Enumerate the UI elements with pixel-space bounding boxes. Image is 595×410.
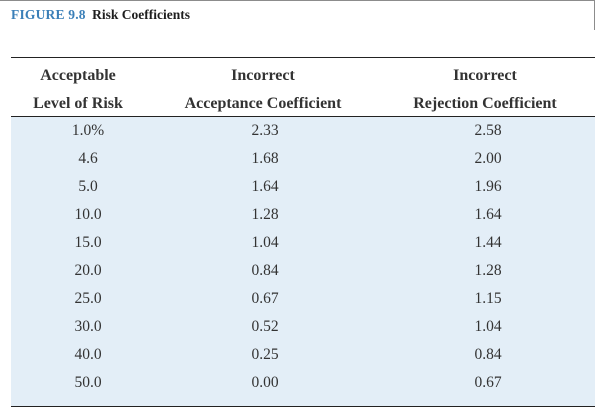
risk-level-cell: 10.0 — [74, 206, 102, 223]
rejection-coefficient-cell: 1.28 — [474, 262, 502, 279]
column-header-line: Acceptance Coefficient — [184, 95, 342, 112]
acceptance-coefficient-cell: 0.25 — [251, 346, 279, 363]
column-header-line: Incorrect — [453, 67, 517, 84]
risk-level-cell: 15.0 — [74, 234, 102, 251]
acceptance-coefficient-cell: 1.04 — [251, 234, 279, 251]
risk-level-cell: 30.0 — [74, 318, 102, 335]
risk-level-cell: 5.0 — [78, 178, 98, 195]
risk-level-cell: 40.0 — [74, 346, 102, 363]
column-header-risk-level: Acceptable Level of Risk — [11, 62, 145, 118]
table-header: Acceptable Level of Risk Incorrect Accep… — [11, 58, 595, 117]
table-row: 20.0 0.84 1.28 — [11, 257, 595, 285]
risk-coefficients-table: Acceptable Level of Risk Incorrect Accep… — [11, 57, 595, 407]
acceptance-coefficient-cell: 1.68 — [251, 150, 279, 167]
table-row: 1.0% 2.33 2.58 — [11, 117, 595, 145]
figure-caption: FIGURE 9.8 Risk Coefficients — [11, 7, 190, 23]
acceptance-coefficient-cell: 1.28 — [251, 206, 279, 223]
column-header-line: Level of Risk — [33, 95, 123, 112]
figure-title: Risk Coefficients — [92, 7, 191, 22]
column-header-acceptance-coefficient: Incorrect Acceptance Coefficient — [161, 62, 365, 118]
risk-level-cell: 4.6 — [78, 150, 98, 167]
table-row: 40.0 0.25 0.84 — [11, 341, 595, 369]
column-header-line: Acceptable — [40, 67, 116, 84]
acceptance-coefficient-cell: 0.67 — [251, 290, 279, 307]
table-row: 5.0 1.64 1.96 — [11, 173, 595, 201]
risk-level-cell: 25.0 — [74, 290, 102, 307]
table-row: 4.6 1.68 2.00 — [11, 145, 595, 173]
rejection-coefficient-cell: 0.84 — [474, 346, 502, 363]
column-header-line: Rejection Coefficient — [413, 95, 557, 112]
figure-number: FIGURE 9.8 — [11, 7, 86, 22]
rejection-coefficient-cell: 1.96 — [474, 178, 502, 195]
table-row: 15.0 1.04 1.44 — [11, 229, 595, 257]
acceptance-coefficient-cell: 2.33 — [251, 122, 279, 139]
risk-level-cell: 1.0% — [71, 122, 105, 139]
acceptance-coefficient-cell: 0.84 — [251, 262, 279, 279]
rejection-coefficient-cell: 1.15 — [474, 290, 502, 307]
rejection-coefficient-cell: 2.58 — [474, 122, 502, 139]
rejection-coefficient-cell: 1.64 — [474, 206, 502, 223]
table-row: 30.0 0.52 1.04 — [11, 313, 595, 341]
rejection-coefficient-cell: 2.00 — [474, 150, 502, 167]
risk-level-cell: 50.0 — [74, 374, 102, 391]
acceptance-coefficient-cell: 0.52 — [251, 318, 279, 335]
table-row: 50.0 0.00 0.67 — [11, 369, 595, 397]
column-header-line: Incorrect — [231, 67, 295, 84]
rejection-coefficient-cell: 1.44 — [474, 234, 502, 251]
caption-top-rule — [0, 0, 595, 1]
rejection-coefficient-cell: 0.67 — [474, 374, 502, 391]
column-header-rejection-coefficient: Incorrect Rejection Coefficient — [395, 62, 575, 118]
acceptance-coefficient-cell: 0.00 — [251, 374, 279, 391]
acceptance-coefficient-cell: 1.64 — [251, 178, 279, 195]
table-row: 10.0 1.28 1.64 — [11, 201, 595, 229]
risk-level-cell: 20.0 — [74, 262, 102, 279]
rejection-coefficient-cell: 1.04 — [474, 318, 502, 335]
table-row: 25.0 0.67 1.15 — [11, 285, 595, 313]
table-body: 1.0% 2.33 2.58 4.6 1.68 2.00 5.0 1.64 1.… — [11, 117, 595, 397]
